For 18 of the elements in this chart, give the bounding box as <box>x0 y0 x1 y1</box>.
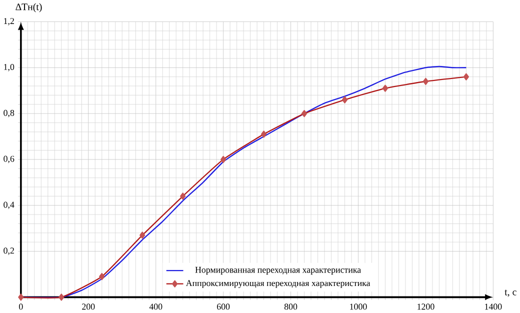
x-tick-label: 1200 <box>418 304 434 310</box>
legend-label: Нормированная переходная характеристика <box>195 266 361 275</box>
x-tick-label: 1400 <box>485 304 502 310</box>
x-axis-title: t, c <box>504 290 516 297</box>
x-tick-label: 200 <box>82 304 95 310</box>
y-tick-label: 1,0 <box>4 64 14 72</box>
legend-label: Аппроксимирующая переходная характеристика <box>186 280 370 288</box>
y-tick-label: 1,2 <box>4 18 14 26</box>
x-tick-label: 600 <box>217 304 230 310</box>
x-tick-label: 0 <box>19 304 23 310</box>
x-tick-label: 1000 <box>350 304 367 310</box>
y-tick-label: 0,2 <box>4 248 14 255</box>
y-tick-label: 0,8 <box>4 110 14 118</box>
x-tick-label: 800 <box>284 304 298 310</box>
y-tick-label: 0,4 <box>4 202 14 210</box>
x-tick-label: 400 <box>149 304 162 310</box>
y-axis-title: ∆Tн(t) <box>16 3 42 12</box>
y-tick-label: 0,6 <box>4 156 14 164</box>
